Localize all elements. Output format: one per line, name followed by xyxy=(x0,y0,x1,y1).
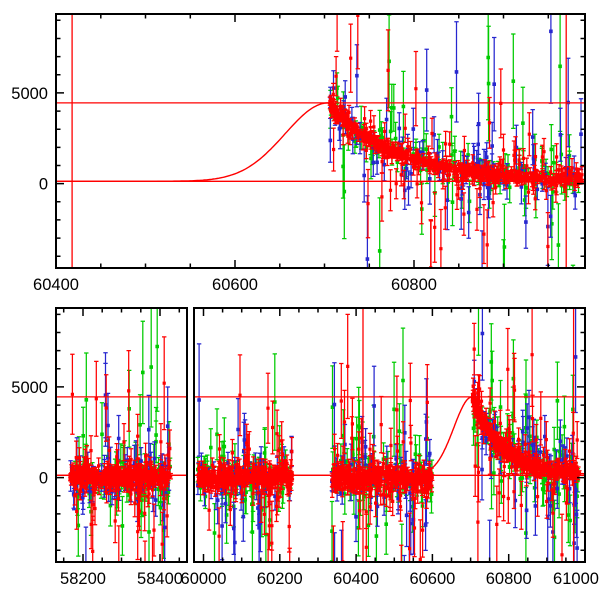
panel-bottom-segment-1 xyxy=(194,308,585,562)
y-tick-label: 5000 xyxy=(11,379,48,397)
axis-ticks-top-0 xyxy=(55,14,585,268)
x-tick-label: 60400 xyxy=(333,570,379,588)
tick-labels-top: 60400 60600 60800 0 5000 xyxy=(11,85,437,294)
x-tick-label: 58200 xyxy=(60,570,106,588)
reference-lines xyxy=(56,14,585,268)
x-tick-label: 60400 xyxy=(33,276,79,294)
points-band-red xyxy=(328,14,584,268)
panel-top-segment-0 xyxy=(56,14,585,268)
errorbars-band-green xyxy=(328,14,581,268)
x-tick-label: 60600 xyxy=(212,276,258,294)
x-tick-label: 61000 xyxy=(553,570,599,588)
points-band-blue xyxy=(196,331,579,550)
axis-ticks-bottom-0 xyxy=(56,308,181,562)
points-band-green xyxy=(328,55,581,253)
x-tick-label: 60000 xyxy=(181,570,227,588)
y-tick-label: 0 xyxy=(39,470,48,488)
x-tick-label: 60200 xyxy=(257,570,303,588)
y-tick-label: 5000 xyxy=(11,85,48,103)
x-tick-label: 60800 xyxy=(486,570,532,588)
x-tick-label: 58400 xyxy=(137,570,183,588)
points-band-red xyxy=(196,347,581,562)
axis-ticks-bottom-1 xyxy=(202,308,586,562)
points-band-red xyxy=(68,381,173,553)
x-tick-label: 60600 xyxy=(409,570,455,588)
panel-bottom-segment-0 xyxy=(56,308,187,562)
frame-bottom-1 xyxy=(193,307,586,563)
y-tick-label: 0 xyxy=(39,176,48,194)
frame-top-0 xyxy=(55,13,586,269)
x-tick-label: 60800 xyxy=(391,276,437,294)
tick-labels-bottom: 58200 58400 0 5000 60000 60200 60400 60600 60800… xyxy=(11,379,599,588)
